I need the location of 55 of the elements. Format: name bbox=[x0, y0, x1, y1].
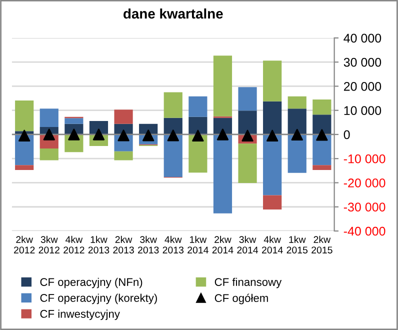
bar bbox=[263, 101, 282, 134]
bar bbox=[213, 56, 232, 116]
x-tick-label: 2kw 2013 bbox=[113, 236, 134, 254]
bar bbox=[288, 134, 306, 173]
bar bbox=[312, 114, 332, 134]
y-tick-label: -10 000 bbox=[344, 154, 386, 164]
bar bbox=[64, 118, 84, 124]
bar bbox=[263, 134, 282, 196]
x-tick-label: 2kw 2012 bbox=[14, 236, 35, 254]
bar bbox=[40, 108, 58, 127]
y-tick-label: 40 000 bbox=[344, 34, 382, 43]
x-tick-label: 3kw 2014 bbox=[237, 236, 258, 254]
x-tick-label: 4kw 2014 bbox=[262, 236, 283, 254]
bar bbox=[114, 151, 133, 160]
y-tick-label: -40 000 bbox=[344, 226, 386, 236]
bar bbox=[15, 100, 34, 132]
x-tick-label: 4kw 2012 bbox=[64, 236, 84, 254]
y-tick-label: 10 000 bbox=[344, 106, 382, 115]
legend-label: CF operacyjny (korekty) bbox=[40, 294, 157, 304]
x-tick-label: 1kw 2013 bbox=[88, 236, 110, 254]
bar bbox=[114, 110, 133, 124]
x-tick-label: 2kw 2015 bbox=[312, 236, 332, 254]
bar bbox=[188, 116, 208, 134]
bar bbox=[164, 92, 182, 118]
bar bbox=[238, 144, 257, 183]
bar bbox=[15, 165, 34, 170]
bar bbox=[164, 134, 182, 177]
bar bbox=[213, 134, 232, 214]
bar bbox=[312, 165, 332, 170]
bar bbox=[238, 87, 257, 111]
bar bbox=[288, 108, 306, 134]
legend-label: CF finansowy bbox=[214, 278, 282, 288]
bar bbox=[263, 195, 282, 210]
x-tick-label: 3kw 2012 bbox=[38, 236, 60, 254]
bar bbox=[40, 148, 58, 160]
x-tick-label: 1kw 2015 bbox=[286, 236, 308, 254]
y-tick-label: 30 000 bbox=[344, 58, 382, 67]
y-tick-label: -20 000 bbox=[344, 178, 386, 188]
bar bbox=[263, 60, 282, 102]
x-tick-label: 3kw 2013 bbox=[138, 236, 159, 254]
bar bbox=[312, 99, 332, 115]
legend-label: CF ogółem bbox=[214, 294, 268, 304]
legend-label: CF operacyjny (NFn) bbox=[40, 278, 142, 288]
bar bbox=[164, 118, 182, 134]
x-tick-label: 1kw 2014 bbox=[188, 236, 208, 254]
chart-title: dane kwartalne bbox=[124, 8, 223, 19]
y-tick-label: 0 bbox=[344, 130, 350, 140]
x-tick-label: 4kw 2013 bbox=[162, 236, 184, 254]
y-tick-label: -30 000 bbox=[344, 202, 386, 212]
legend-label: CF inwestycyjny bbox=[40, 310, 120, 320]
y-tick-label: 20 000 bbox=[344, 82, 382, 91]
x-tick-label: 2kw 2014 bbox=[212, 236, 234, 254]
bar bbox=[238, 110, 257, 134]
bar bbox=[288, 96, 306, 109]
bar bbox=[188, 96, 208, 117]
